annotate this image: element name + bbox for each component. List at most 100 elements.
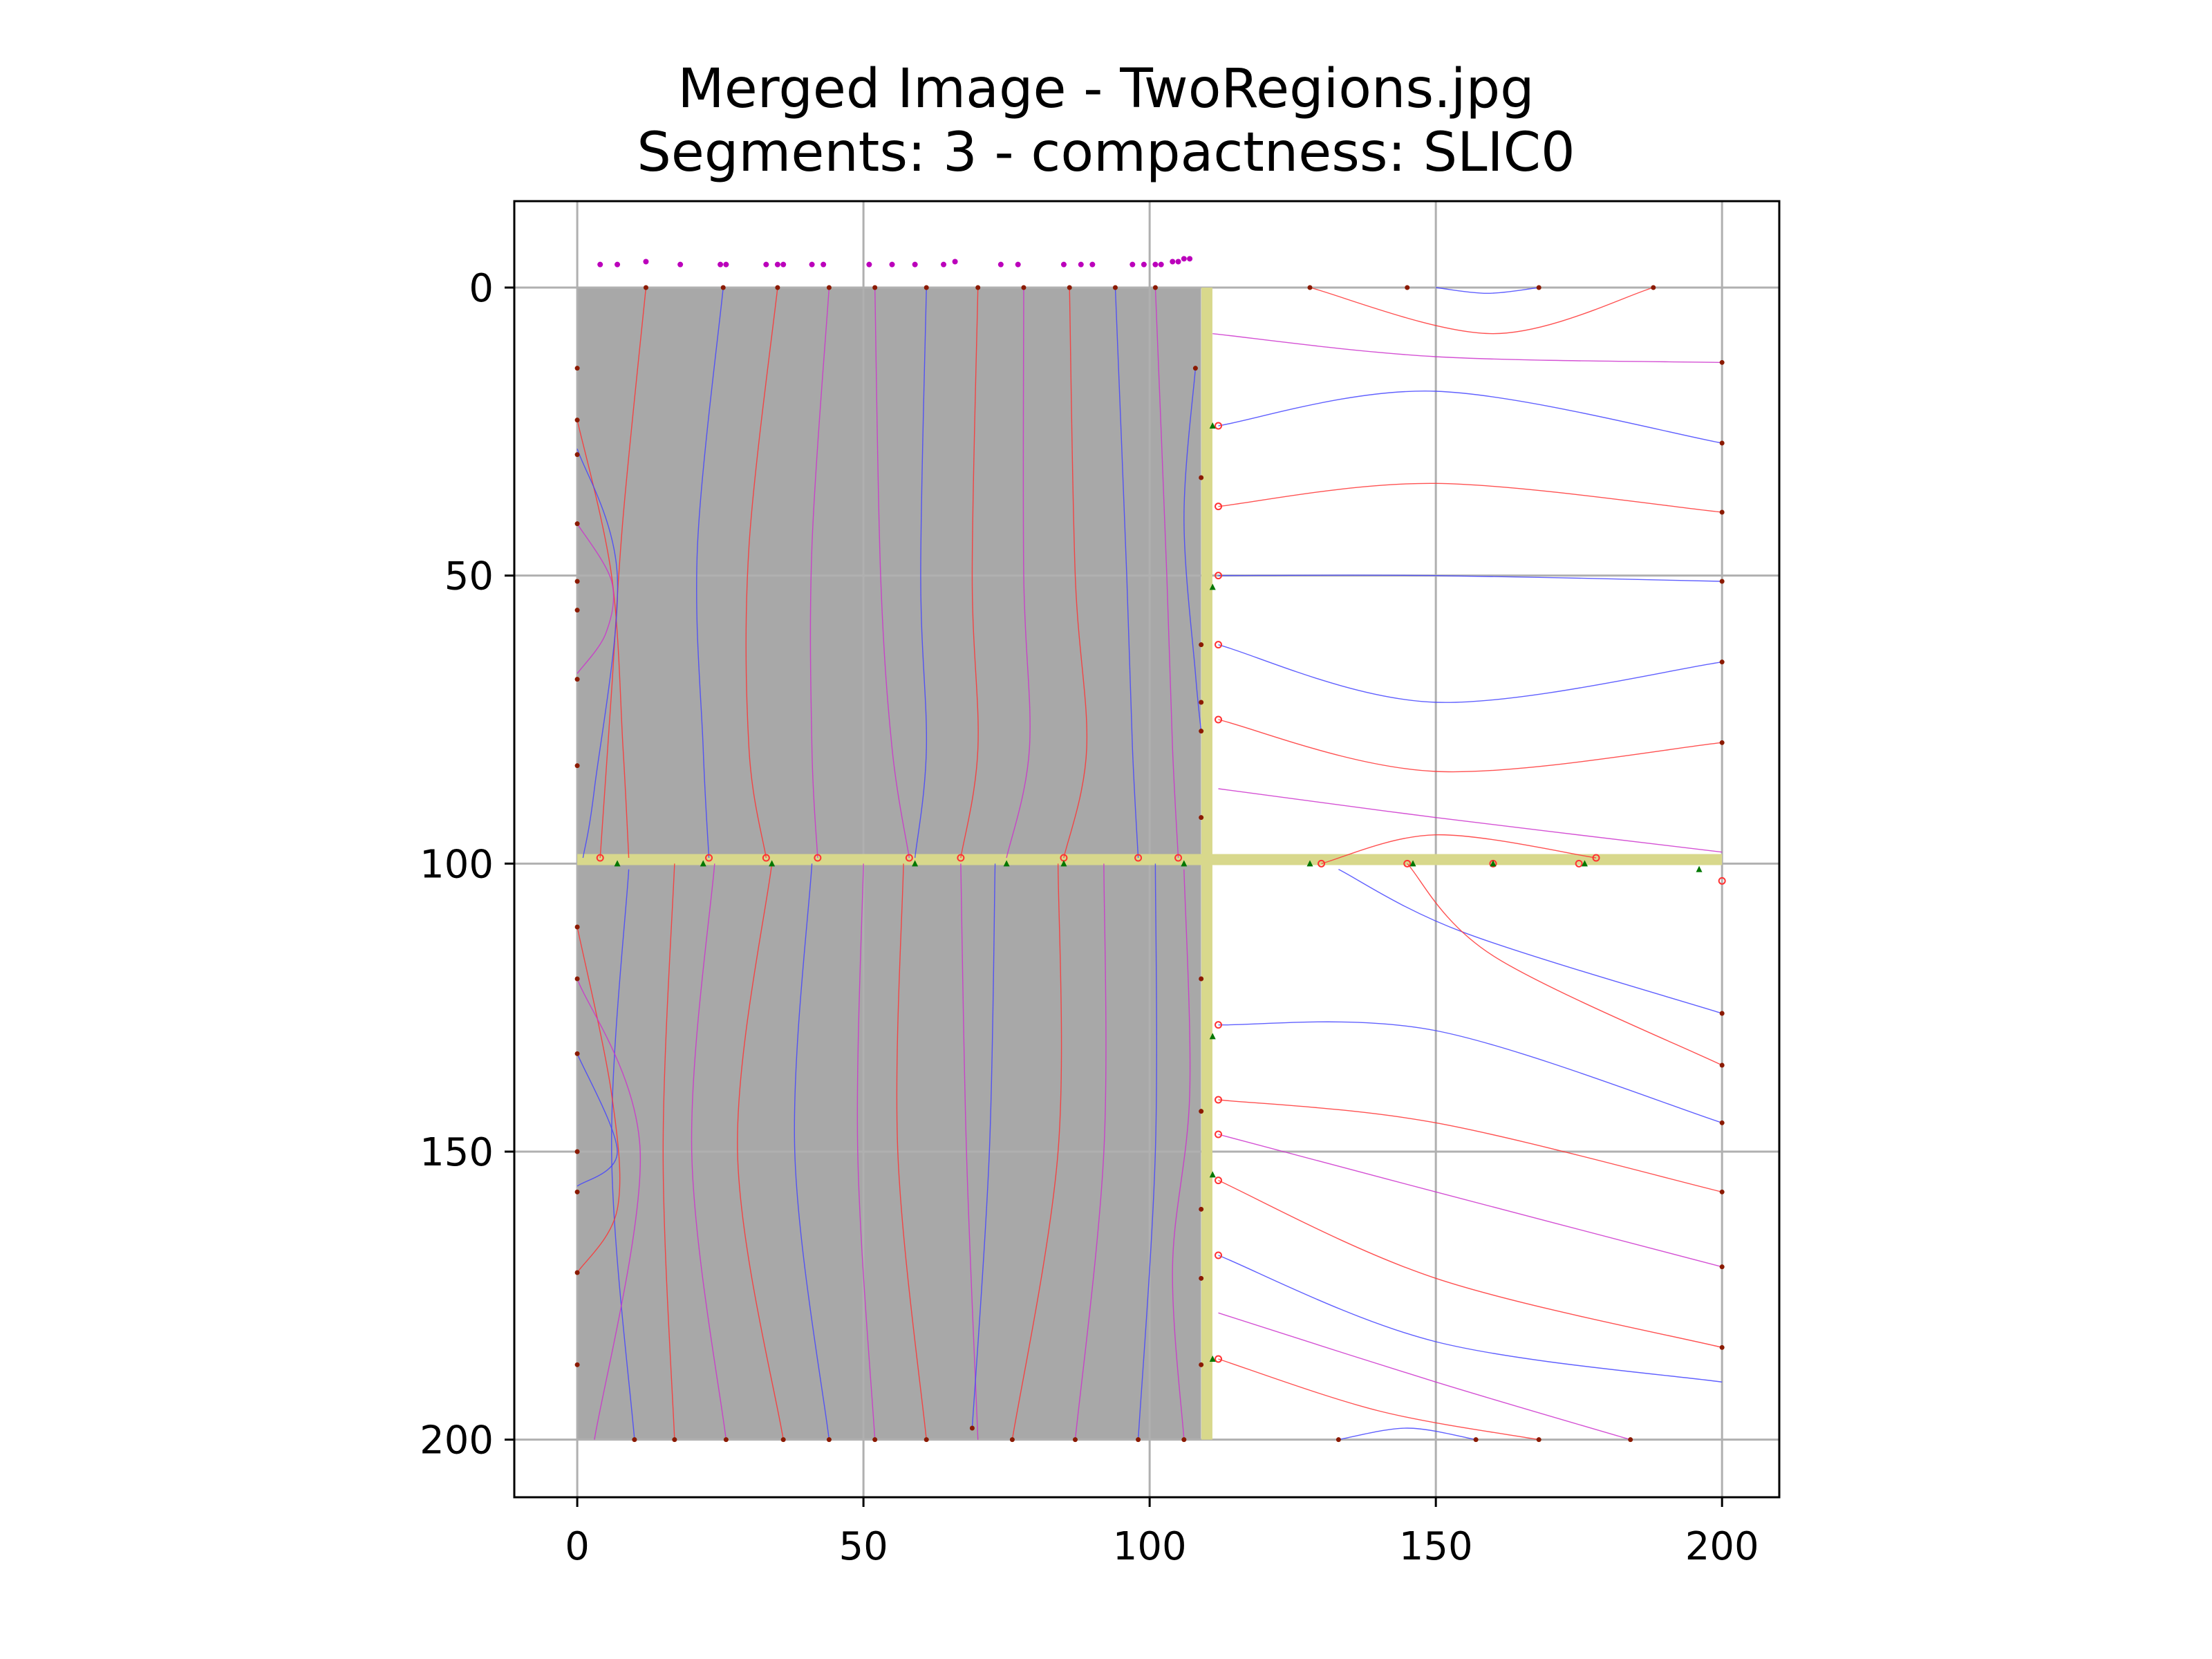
x-tick-label-4: 200	[1685, 1524, 1759, 1569]
top-marker-21	[1130, 261, 1136, 268]
boundary-marker-25	[1718, 877, 1726, 885]
x-tick-label-3: 150	[1399, 1524, 1473, 1569]
endpoint-marker-55	[1719, 1189, 1725, 1194]
endpoint-marker-54	[1719, 1120, 1725, 1125]
segment-curve-37	[1218, 644, 1723, 703]
endpoint-marker-9	[1112, 285, 1118, 290]
endpoint-marker-34	[826, 1437, 832, 1443]
top-marker-12	[889, 261, 895, 268]
top-marker-0	[597, 261, 603, 268]
endpoint-marker-57	[1719, 1344, 1725, 1350]
boundary-marker-13	[1215, 715, 1223, 724]
endpoint-marker-6	[975, 285, 981, 290]
boundary-marker-9	[1215, 422, 1223, 430]
endpoint-marker-66	[1199, 1206, 1204, 1212]
segment-curve-33	[1212, 332, 1723, 364]
segment-curve-1	[696, 287, 724, 859]
segment-curve-9	[1114, 287, 1139, 859]
y-tick-label-4: 200	[420, 1418, 494, 1463]
segment-curve-44	[1218, 1099, 1723, 1193]
boundary-marker-5	[957, 854, 965, 862]
y-tick-label-0: 0	[469, 266, 494, 311]
segment-curve-7	[1006, 287, 1031, 859]
segment-curve-40	[1321, 834, 1597, 865]
top-marker-15	[952, 259, 958, 265]
segment-curve-22	[960, 863, 979, 1440]
segment-curve-42	[1407, 863, 1723, 1066]
top-marker-8	[780, 261, 787, 268]
boundary-green-marker-13	[1409, 860, 1416, 867]
endpoint-marker-36	[924, 1437, 929, 1443]
endpoint-marker-25	[574, 1051, 580, 1056]
endpoint-marker-52	[1719, 1011, 1725, 1016]
endpoint-marker-13	[1536, 285, 1541, 290]
x-tick-label-1: 50	[838, 1524, 888, 1569]
endpoint-marker-49	[1719, 579, 1725, 584]
endpoint-marker-42	[1335, 1437, 1341, 1443]
endpoint-marker-3	[826, 285, 832, 290]
segment-curve-48	[1218, 1358, 1539, 1441]
endpoint-marker-39	[1072, 1437, 1078, 1443]
segment-curve-30	[577, 978, 641, 1440]
boundary-marker-7	[1134, 854, 1143, 862]
top-marker-10	[821, 261, 827, 268]
endpoint-marker-53	[1719, 1062, 1725, 1068]
boundary-marker-16	[1215, 1130, 1223, 1138]
top-marker-26	[1175, 259, 1181, 265]
boundary-marker-20	[1318, 859, 1326, 868]
endpoint-marker-1	[720, 285, 726, 290]
endpoint-marker-14	[1651, 285, 1656, 290]
endpoint-marker-21	[574, 677, 580, 682]
endpoint-marker-23	[574, 924, 580, 930]
endpoint-marker-60	[1199, 642, 1204, 648]
endpoint-marker-18	[574, 521, 580, 527]
segment-curve-27	[1172, 869, 1191, 1440]
segment-curve-34	[1218, 391, 1723, 444]
endpoint-marker-50	[1719, 659, 1725, 665]
top-marker-17	[1015, 261, 1021, 268]
endpoint-marker-17	[574, 452, 580, 458]
endpoint-marker-61	[1199, 700, 1204, 705]
boundary-marker-3	[814, 854, 822, 862]
boundary-green-marker-0	[614, 860, 621, 867]
endpoint-marker-12	[1405, 285, 1410, 290]
curves-layer	[577, 287, 1723, 1441]
endpoint-marker-7	[1021, 285, 1027, 290]
endpoint-marker-65	[1199, 1109, 1204, 1114]
ticks-layer: 0 50 100 150 200 0 50 100 150 200	[420, 266, 1759, 1569]
endpoint-marker-31	[672, 1437, 677, 1443]
x-tick-label-2: 100	[1113, 1524, 1187, 1569]
endpoint-marker-63	[1199, 815, 1204, 821]
boundary-marker-8	[1174, 854, 1183, 862]
endpoint-marker-35	[872, 1437, 878, 1443]
endpoint-marker-5	[924, 285, 929, 290]
endpoint-marker-68	[1199, 1362, 1204, 1367]
boundary-marker-23	[1575, 859, 1583, 868]
segment-curve-25	[1074, 863, 1107, 1440]
top-marker-27	[1181, 256, 1187, 262]
top-marker-19	[1078, 261, 1084, 268]
endpoint-marker-51	[1719, 740, 1725, 745]
top-marker-1	[615, 261, 621, 268]
top-marker-4	[718, 261, 724, 268]
segment-curve-20	[856, 863, 876, 1440]
boundary-marker-12	[1215, 641, 1223, 649]
boundary-green-marker-9	[1209, 1033, 1216, 1040]
boundary-marker-21	[1403, 859, 1412, 868]
boundary-green-marker-14	[1490, 860, 1497, 867]
top-marker-3	[677, 261, 684, 268]
boundary-green-marker-8	[1209, 583, 1216, 590]
segment-curve-14	[577, 523, 615, 674]
boundary-green-marker-12	[1306, 860, 1313, 867]
endpoint-marker-56	[1719, 1264, 1725, 1270]
segment-curve-12	[577, 420, 630, 859]
endpoint-marker-59	[1199, 475, 1204, 480]
top-marker-13	[912, 261, 918, 268]
segment-curve-29	[577, 1053, 618, 1187]
segment-curve-11	[1183, 368, 1202, 731]
segment-curve-23	[971, 863, 996, 1429]
boundary-green-marker-16	[1696, 865, 1703, 872]
boundary-marker-19	[1215, 1355, 1223, 1363]
segment-curve-39	[1218, 788, 1723, 853]
